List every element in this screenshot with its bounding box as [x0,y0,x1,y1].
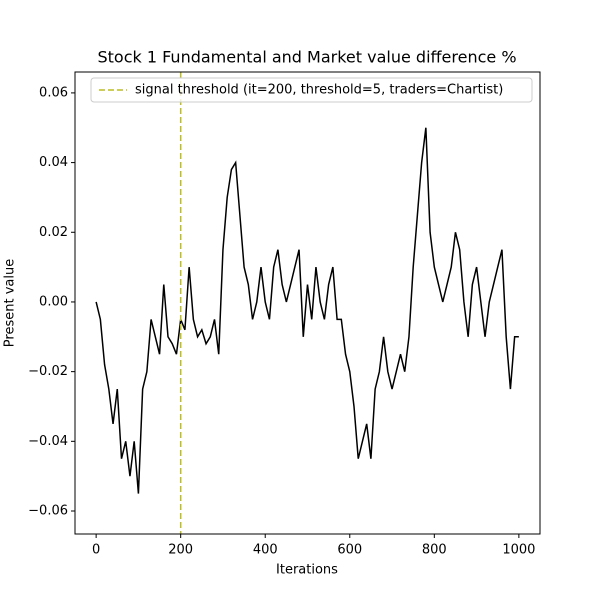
x-tick-label: 0 [92,543,100,558]
x-tick-label: 600 [337,543,362,558]
y-tick-label: −0.04 [28,434,68,449]
chart-title: Stock 1 Fundamental and Market value dif… [97,48,516,67]
x-tick-label: 800 [422,543,447,558]
x-tick-label: 1000 [502,543,535,558]
y-tick-label: −0.02 [28,364,68,379]
y-axis-label: Present value [3,259,18,347]
legend-label: signal threshold (it=200, threshold=5, t… [135,83,503,98]
y-tick-label: 0.06 [39,85,68,100]
x-axis-label: Iterations [276,563,338,578]
y-tick-label: 0.04 [39,155,68,170]
x-tick-label: 200 [168,543,193,558]
series-line [95,127,519,494]
plot-frame [74,71,541,535]
y-tick-label: 0.00 [39,294,68,309]
legend-box [90,77,533,103]
y-tick-label: −0.06 [28,504,68,519]
y-tick-label: 0.02 [39,225,68,240]
x-tick-label: 400 [253,543,278,558]
